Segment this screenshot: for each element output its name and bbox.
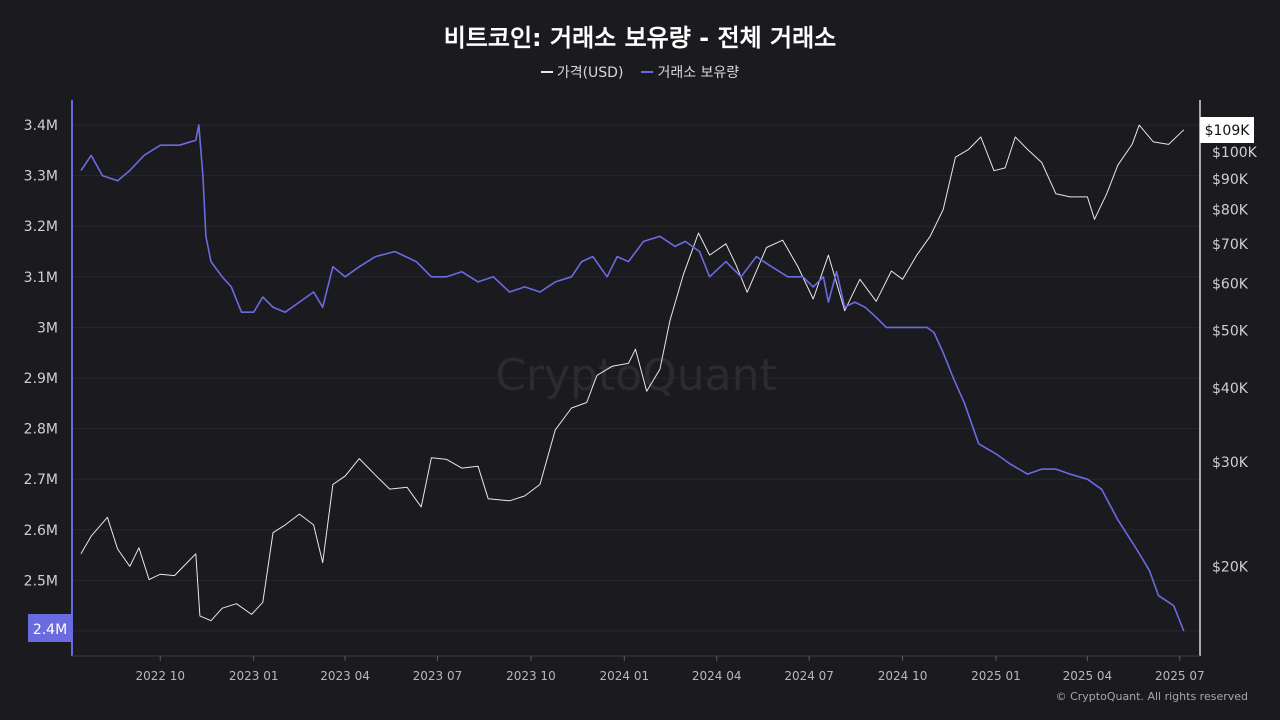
watermark: CryptoQuant (495, 350, 777, 401)
legend-label-reserve: 거래소 보유량 (657, 65, 740, 81)
left-tick-label: 3.1M (24, 270, 58, 286)
left-tick-label: 3.4M (24, 118, 58, 134)
x-tick-label: 2024 04 (692, 669, 742, 683)
right-tick-label: $70K (1212, 237, 1249, 253)
left-tick-label: 3.3M (24, 169, 58, 185)
left-tick-label: 2.5M (24, 573, 58, 589)
x-tick-label: 2023 04 (320, 669, 370, 683)
left-tick-label: 3M (37, 320, 58, 336)
x-tick-label: 2023 07 (413, 669, 463, 683)
right-tick-label: $20K (1212, 559, 1249, 575)
right-tick-label: $100K (1212, 145, 1258, 161)
right-tick-label: $30K (1212, 455, 1249, 471)
price-line (80, 124, 1185, 622)
x-tick-label: 2025 04 (1063, 669, 1113, 683)
current-reserve-label: 2.4M (33, 622, 67, 638)
right-tick-label: $60K (1212, 277, 1249, 293)
legend-swatch-price (540, 71, 553, 73)
left-tick-label: 3.2M (24, 219, 58, 235)
x-tick-label: 2023 01 (229, 669, 279, 683)
right-tick-label: $50K (1212, 323, 1249, 339)
x-tick-label: 2024 07 (784, 669, 834, 683)
copyright-footer: © CryptoQuant. All rights reserved (1055, 690, 1248, 703)
left-tick-label: 2.8M (24, 422, 58, 438)
reserve-line (80, 124, 1185, 632)
x-tick-label: 2025 01 (971, 669, 1021, 683)
left-tick-label: 2.6M (24, 523, 58, 539)
left-tick-label: 2.7M (24, 472, 58, 488)
left-tick-label: 2.9M (24, 371, 58, 387)
x-tick-label: 2025 07 (1155, 669, 1205, 683)
right-tick-label: $80K (1212, 202, 1249, 218)
chart-title: 비트코인: 거래소 보유량 - 전체 거래소 (443, 24, 837, 52)
x-tick-label: 2024 10 (878, 669, 928, 683)
x-tick-label: 2024 01 (600, 669, 650, 683)
current-reserve-badge (28, 614, 72, 642)
legend-item-price[interactable]: 가격(USD) (540, 62, 624, 82)
legend-item-reserve[interactable]: 거래소 보유량 (641, 62, 739, 82)
current-price-label: $109K (1205, 123, 1251, 139)
legend-swatch-reserve (641, 71, 654, 73)
current-price-badge (1200, 117, 1254, 143)
legend: 가격(USD) 거래소 보유량 (0, 62, 1280, 82)
right-tick-label: $90K (1212, 172, 1249, 188)
legend-label-price: 가격(USD) (556, 65, 624, 81)
x-tick-label: 2023 10 (506, 669, 556, 683)
x-tick-label: 2022 10 (135, 669, 185, 683)
right-tick-label: $40K (1212, 381, 1249, 397)
